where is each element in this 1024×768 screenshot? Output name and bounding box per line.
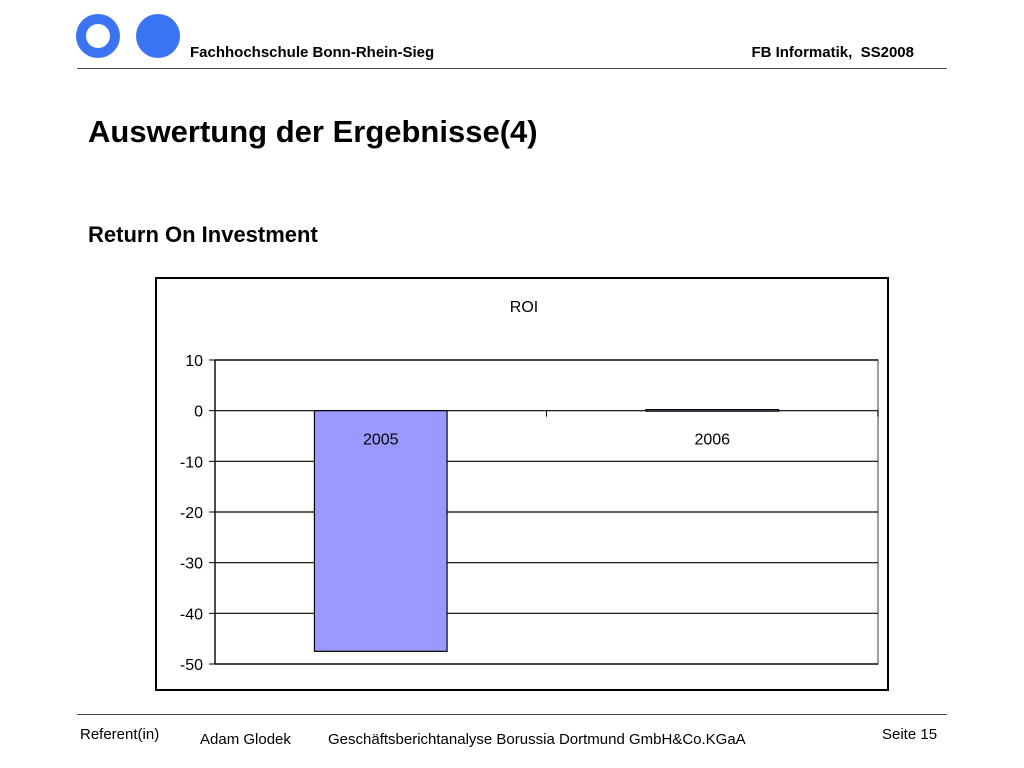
roi-chart: ROI 10 0 -10 -20 -30 -40 -50 2005 2006: [180, 299, 879, 674]
footer-document-title: Geschäftsberichtanalyse Borussia Dortmun…: [328, 731, 746, 748]
slide-title: Auswertung der Ergebnisse(4): [88, 114, 538, 149]
header-department-term: FB Informatik, SS2008: [751, 44, 914, 61]
x-category-label: 2006: [694, 432, 730, 449]
y-tick-label: -50: [180, 657, 203, 674]
chart-title: ROI: [510, 299, 538, 316]
footer-author: Adam Glodek: [200, 731, 291, 748]
logo-ring-icon: [76, 14, 120, 58]
x-category-label: 2005: [363, 432, 399, 449]
footer-referent: Referent(in): [80, 726, 160, 743]
bar: [313, 410, 448, 652]
slide-subtitle: Return On Investment: [88, 222, 318, 247]
y-tick-label: -40: [180, 606, 203, 623]
bar: [645, 409, 780, 412]
y-tick-label: -20: [180, 505, 203, 522]
y-tick-label: 0: [194, 404, 203, 421]
logo-dot-icon: [136, 14, 180, 58]
y-tick-label: 10: [185, 353, 203, 370]
y-tick-label: -10: [180, 454, 203, 471]
header-divider: [77, 68, 947, 69]
header-institution: Fachhochschule Bonn-Rhein-Sieg: [190, 44, 435, 61]
footer-divider: [77, 714, 947, 715]
chart-frame: ROI 10 0 -10 -20 -30 -40 -50 2005 2006: [155, 277, 889, 691]
y-tick-label: -30: [180, 556, 203, 573]
footer-page-number: Seite 15: [882, 726, 938, 743]
